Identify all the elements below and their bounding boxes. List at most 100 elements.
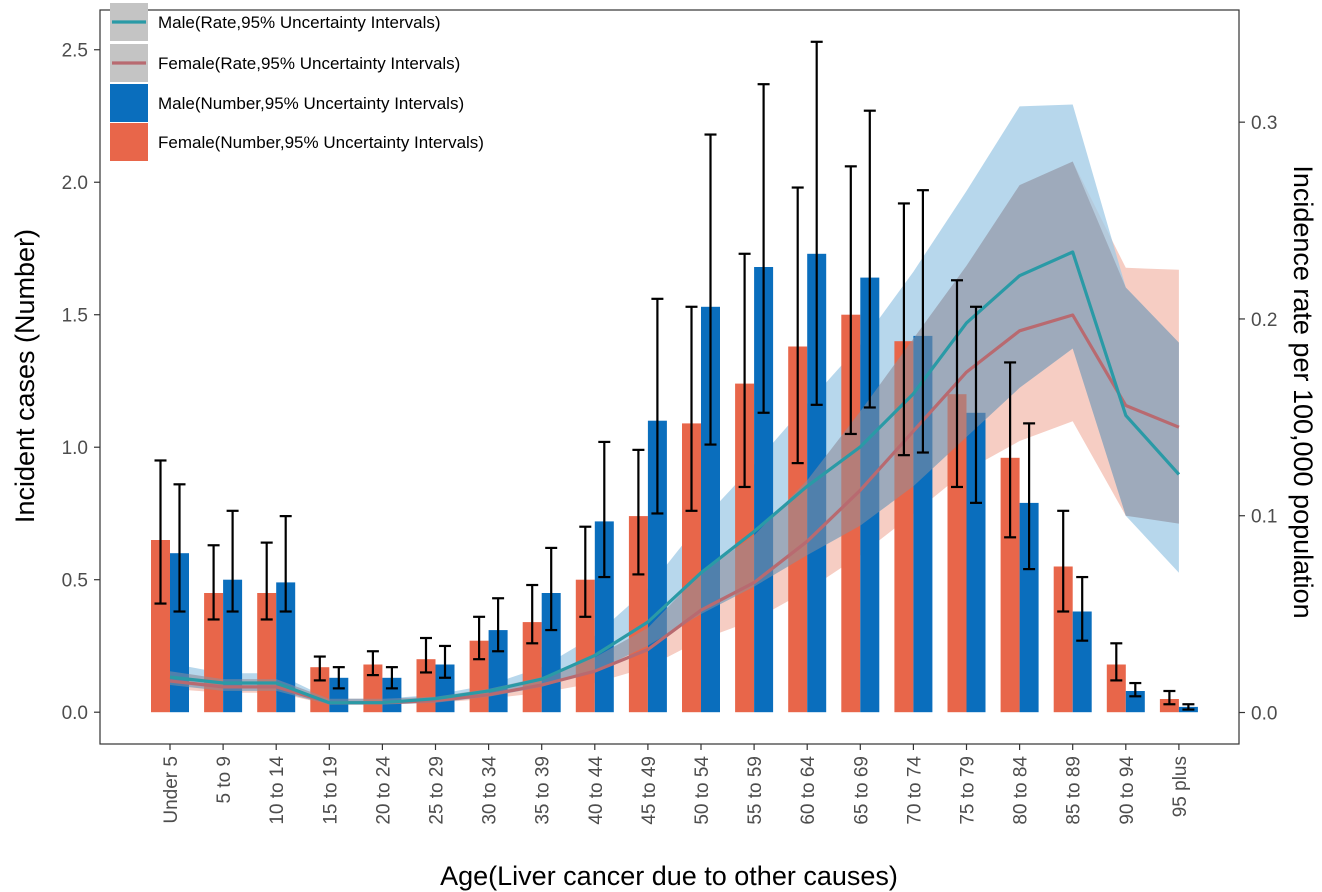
- x-tick-label: 80 to 84: [1011, 756, 1032, 825]
- legend-label: Male(Number,95% Uncertainty Intervals): [158, 94, 464, 113]
- x-tick-label: 25 to 29: [427, 756, 448, 825]
- y-tick-label: 0.0: [62, 703, 88, 724]
- legend-item: Male(Number,95% Uncertainty Intervals): [110, 84, 464, 122]
- error-bar: [1004, 361, 1017, 539]
- error-bar: [916, 189, 929, 454]
- x-tick-label: 30 to 34: [480, 756, 501, 825]
- bar-female: [1159, 699, 1179, 713]
- y2-tick-label: 0.2: [1251, 310, 1277, 331]
- x-axis-title: Age(Liver cancer due to other causes): [440, 861, 898, 891]
- legend: Male(Rate,95% Uncertainty Intervals) Fema…: [110, 3, 484, 161]
- y-tick-label: 2.0: [62, 173, 88, 194]
- axes: 0.0 0.5 1.0 1.5 2.0 2.5 0.0 0.1 0.2 0.3 Under 5 5 t…: [62, 9, 1277, 825]
- bar-male: [1019, 502, 1039, 713]
- x-tick-label: 75 to 79: [958, 756, 979, 825]
- y-tick-label: 1.0: [62, 438, 88, 459]
- error-bar: [1057, 509, 1070, 613]
- x-tick-label: 45 to 49: [639, 756, 660, 825]
- bar-male: [966, 412, 986, 713]
- error-bar: [526, 583, 539, 645]
- x-tick-label: 60 to 64: [798, 756, 819, 825]
- bar-male: [1072, 611, 1092, 713]
- x-tick-label: 55 to 59: [745, 756, 766, 825]
- error-bar: [226, 509, 239, 613]
- error-bar: [704, 133, 717, 446]
- bar-female: [1053, 566, 1073, 713]
- error-bar: [1023, 422, 1036, 571]
- error-bar: [651, 297, 664, 515]
- error-bars: [154, 40, 1195, 711]
- error-bar: [260, 541, 273, 621]
- bar-female: [522, 622, 542, 713]
- error-bar: [313, 655, 326, 682]
- legend-item: Female(Number,95% Uncertainty Intervals): [110, 123, 484, 161]
- bar-female: [628, 516, 648, 713]
- legend-label: Male(Rate,95% Uncertainty Intervals): [158, 13, 441, 32]
- error-bar: [439, 644, 451, 679]
- error-bar: [473, 615, 486, 661]
- bars: [151, 253, 1198, 713]
- bar-male: [754, 267, 774, 713]
- x-tick-label: 90 to 94: [1117, 756, 1138, 825]
- error-bar: [1076, 575, 1089, 642]
- bar-male: [276, 582, 296, 713]
- error-bar: [1110, 642, 1123, 682]
- error-bar: [154, 459, 167, 605]
- legend-key-swatch: [110, 84, 148, 122]
- rate-band-male: [170, 104, 1179, 705]
- error-bar: [757, 83, 770, 414]
- error-bar: [1163, 689, 1176, 706]
- x-tick-label: 15 to 19: [320, 756, 341, 825]
- legend-label: Female(Rate,95% Uncertainty Intervals): [158, 54, 460, 73]
- x-tick-label: Under 5: [161, 756, 182, 824]
- error-bar: [385, 666, 398, 690]
- error-bar: [810, 40, 823, 406]
- error-bar: [598, 440, 611, 579]
- error-bar: [738, 252, 751, 489]
- x-tick-label: 65 to 69: [851, 756, 872, 825]
- rate-line-male: [169, 250, 1181, 705]
- x-tick-label: 50 to 54: [692, 756, 713, 825]
- legend-item: Female(Rate,95% Uncertainty Intervals): [110, 44, 460, 82]
- error-bar: [951, 279, 963, 489]
- error-bar: [863, 109, 876, 409]
- x-tick-label: 95 plus: [1170, 756, 1191, 817]
- bar-female: [1000, 457, 1020, 713]
- error-bar: [492, 597, 505, 653]
- rate-lines: [169, 250, 1181, 705]
- legend-label: Female(Number,95% Uncertainty Intervals): [158, 133, 484, 152]
- y-tick-label: 0.5: [62, 571, 88, 592]
- error-bar: [1182, 703, 1195, 711]
- error-bar: [1129, 681, 1142, 698]
- error-bar: [632, 448, 645, 576]
- error-bar: [897, 202, 910, 457]
- bar-female: [151, 540, 170, 713]
- y2-tick-label: 0.3: [1251, 113, 1277, 134]
- bar-female: [682, 423, 701, 713]
- bar-female: [1106, 664, 1126, 713]
- x-tick-label: 20 to 24: [373, 756, 394, 825]
- x-tick-label: 40 to 44: [586, 756, 607, 825]
- y2-tick-label: 0.1: [1251, 507, 1277, 528]
- rate-band-overlap: [170, 161, 1179, 705]
- x-tick-label: 70 to 74: [904, 756, 925, 825]
- y-axis-title: Incident cases (Number): [10, 229, 40, 523]
- error-bar: [332, 666, 345, 690]
- x-tick-label: 10 to 14: [267, 756, 288, 825]
- error-bar: [173, 483, 186, 613]
- error-bar: [545, 546, 558, 632]
- error-bar: [970, 305, 982, 504]
- legend-key-swatch: [110, 123, 148, 161]
- error-bar: [791, 186, 804, 465]
- bar-female: [575, 579, 595, 713]
- error-bar: [579, 525, 592, 618]
- y2-tick-label: 0.0: [1251, 704, 1277, 725]
- error-bar: [685, 305, 698, 512]
- y2-axis-title: Incidence rate per 100,000 population: [1288, 165, 1318, 618]
- bar-female: [947, 394, 967, 713]
- legend-item: Male(Rate,95% Uncertainty Intervals): [110, 3, 441, 41]
- x-tick-label: 85 to 89: [1064, 756, 1085, 825]
- y-tick-label: 2.5: [62, 41, 88, 62]
- error-bar: [207, 544, 220, 621]
